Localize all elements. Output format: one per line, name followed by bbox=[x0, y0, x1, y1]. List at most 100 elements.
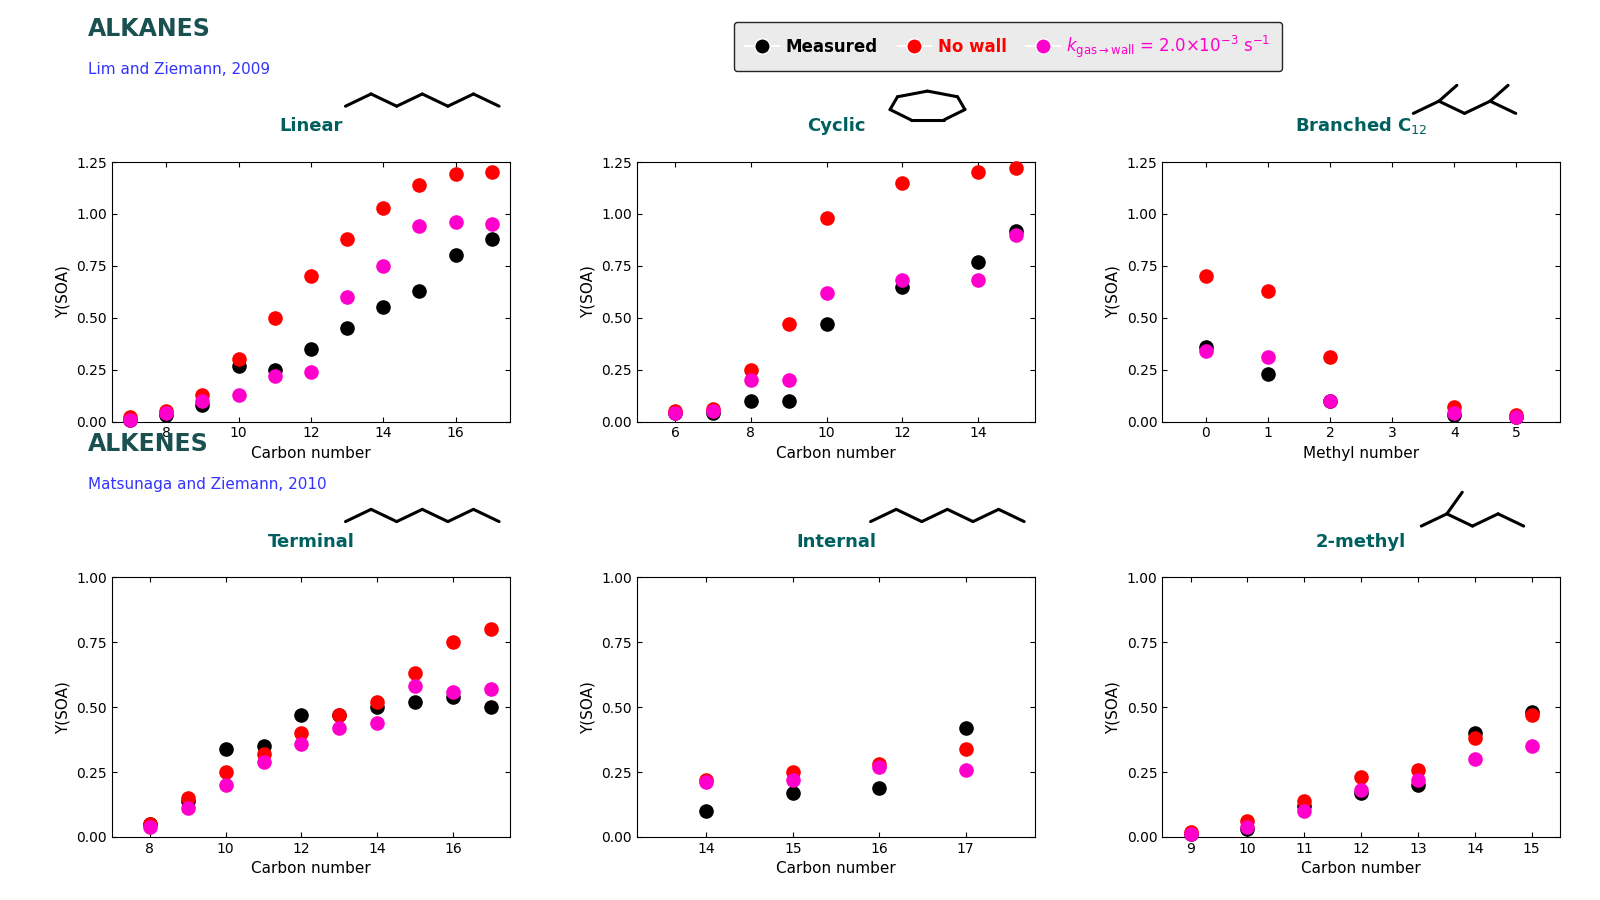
X-axis label: Carbon number: Carbon number bbox=[776, 446, 896, 461]
Point bbox=[1317, 393, 1342, 408]
Point bbox=[1235, 814, 1261, 829]
Point bbox=[334, 231, 360, 246]
Point bbox=[288, 736, 314, 751]
Point bbox=[365, 695, 390, 709]
Point bbox=[965, 255, 990, 269]
Point bbox=[693, 775, 718, 789]
Point bbox=[371, 258, 397, 273]
Point bbox=[1003, 223, 1029, 238]
Point bbox=[138, 819, 163, 833]
Point bbox=[213, 742, 238, 756]
Point bbox=[867, 760, 893, 774]
Point bbox=[1518, 706, 1544, 720]
X-axis label: Carbon number: Carbon number bbox=[251, 446, 371, 461]
Point bbox=[1003, 161, 1029, 176]
Point bbox=[138, 817, 163, 832]
Point bbox=[154, 406, 179, 420]
Point bbox=[443, 167, 469, 182]
Text: ALKENES: ALKENES bbox=[88, 432, 208, 456]
Point bbox=[406, 284, 432, 298]
Point bbox=[226, 387, 251, 401]
Point bbox=[1405, 762, 1430, 777]
Point bbox=[965, 166, 990, 180]
Point bbox=[1235, 819, 1261, 833]
X-axis label: Carbon number: Carbon number bbox=[251, 861, 371, 877]
Point bbox=[365, 716, 390, 730]
Point bbox=[1405, 778, 1430, 792]
Point bbox=[326, 707, 352, 722]
Point bbox=[213, 765, 238, 779]
Point bbox=[334, 290, 360, 304]
Point bbox=[226, 352, 251, 366]
Point bbox=[174, 794, 200, 808]
Point bbox=[779, 765, 805, 779]
Point bbox=[478, 217, 504, 231]
Point bbox=[1462, 752, 1488, 766]
Point bbox=[1462, 731, 1488, 745]
Point bbox=[954, 742, 979, 756]
Point bbox=[440, 689, 466, 704]
Point bbox=[1442, 400, 1467, 414]
Point bbox=[288, 726, 314, 741]
Point bbox=[1194, 269, 1219, 284]
Point bbox=[662, 406, 688, 420]
Point bbox=[954, 762, 979, 777]
Point bbox=[443, 248, 469, 263]
Point bbox=[138, 817, 163, 832]
Point bbox=[478, 231, 504, 246]
Point bbox=[1504, 410, 1530, 425]
Point bbox=[402, 666, 427, 680]
Point bbox=[814, 317, 840, 331]
Point bbox=[662, 404, 688, 419]
Point bbox=[1349, 786, 1374, 800]
Point bbox=[701, 402, 726, 417]
Point bbox=[1349, 770, 1374, 785]
Point bbox=[1254, 366, 1280, 381]
Point bbox=[814, 211, 840, 225]
Point bbox=[890, 274, 915, 288]
Point bbox=[1518, 739, 1544, 753]
Point bbox=[478, 682, 504, 697]
Point bbox=[890, 176, 915, 190]
Point bbox=[478, 166, 504, 180]
Point bbox=[251, 739, 277, 753]
Point bbox=[965, 274, 990, 288]
Y-axis label: Y(SOA): Y(SOA) bbox=[56, 680, 70, 733]
Point bbox=[478, 700, 504, 715]
Point bbox=[117, 412, 142, 427]
Point bbox=[779, 786, 805, 800]
Point bbox=[701, 406, 726, 420]
Point bbox=[776, 373, 802, 387]
Point bbox=[213, 778, 238, 792]
Point bbox=[954, 721, 979, 735]
Point bbox=[701, 404, 726, 419]
Point bbox=[326, 721, 352, 735]
Y-axis label: Y(SOA): Y(SOA) bbox=[56, 266, 70, 319]
Point bbox=[365, 700, 390, 715]
Point bbox=[1254, 350, 1280, 365]
Point bbox=[1178, 824, 1203, 839]
Point bbox=[251, 754, 277, 769]
Point bbox=[443, 215, 469, 230]
Title: Internal: Internal bbox=[797, 533, 877, 551]
Point bbox=[693, 773, 718, 788]
Point bbox=[738, 373, 763, 387]
Point bbox=[402, 680, 427, 694]
Point bbox=[154, 404, 179, 419]
Point bbox=[776, 317, 802, 331]
Point bbox=[1291, 804, 1317, 818]
Point bbox=[1254, 284, 1280, 298]
X-axis label: Carbon number: Carbon number bbox=[776, 861, 896, 877]
Point bbox=[1178, 827, 1203, 842]
Point bbox=[262, 369, 288, 383]
Point bbox=[334, 321, 360, 336]
Point bbox=[1462, 726, 1488, 741]
Title: Cyclic: Cyclic bbox=[806, 117, 866, 135]
Point bbox=[1349, 783, 1374, 797]
Point bbox=[776, 393, 802, 408]
Point bbox=[1405, 773, 1430, 788]
X-axis label: Methyl number: Methyl number bbox=[1302, 446, 1419, 461]
Y-axis label: Y(SOA): Y(SOA) bbox=[1106, 266, 1122, 319]
Point bbox=[1317, 350, 1342, 365]
Point bbox=[406, 220, 432, 234]
